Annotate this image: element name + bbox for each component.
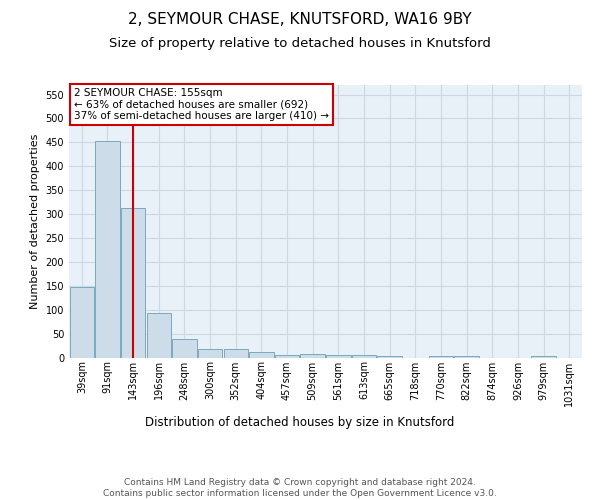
Bar [301, 354, 325, 358]
Text: 2 SEYMOUR CHASE: 155sqm
← 63% of detached houses are smaller (692)
37% of semi-d: 2 SEYMOUR CHASE: 155sqm ← 63% of detache… [74, 88, 329, 121]
Bar [198, 349, 222, 358]
Bar [146, 313, 171, 358]
Bar [429, 356, 453, 358]
Bar [377, 356, 402, 358]
Bar [249, 352, 274, 358]
Text: Distribution of detached houses by size in Knutsford: Distribution of detached houses by size … [145, 416, 455, 429]
Y-axis label: Number of detached properties: Number of detached properties [30, 134, 40, 309]
Bar [224, 349, 248, 358]
Text: 2, SEYMOUR CHASE, KNUTSFORD, WA16 9BY: 2, SEYMOUR CHASE, KNUTSFORD, WA16 9BY [128, 12, 472, 28]
Bar [70, 286, 94, 358]
Text: Size of property relative to detached houses in Knutsford: Size of property relative to detached ho… [109, 38, 491, 51]
Bar [352, 355, 376, 358]
Bar [326, 355, 350, 358]
Bar [454, 356, 479, 358]
Text: Contains HM Land Registry data © Crown copyright and database right 2024.
Contai: Contains HM Land Registry data © Crown c… [103, 478, 497, 498]
Bar [121, 208, 145, 358]
Bar [172, 340, 197, 357]
Bar [95, 141, 119, 358]
Bar [275, 354, 299, 358]
Bar [532, 356, 556, 358]
